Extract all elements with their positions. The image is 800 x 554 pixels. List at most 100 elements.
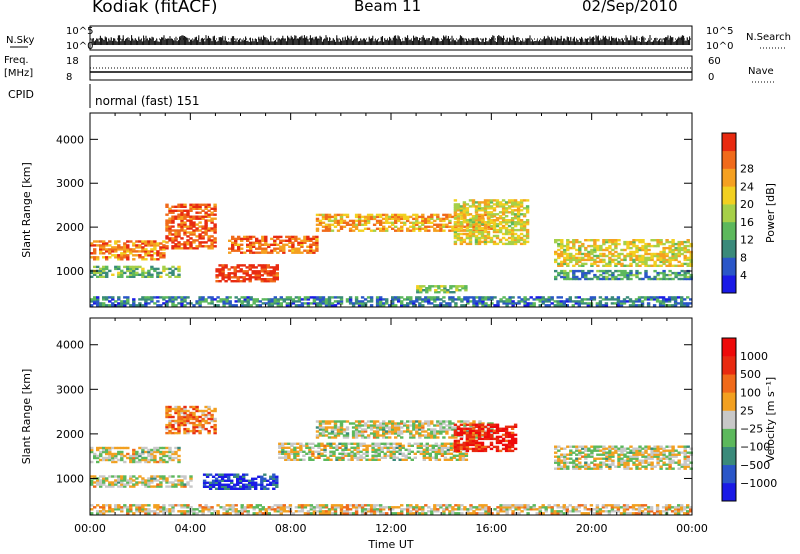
velocity-echo-cell	[412, 436, 416, 439]
velocity-echo-cell	[288, 504, 293, 507]
power-echo-cell	[492, 222, 497, 226]
velocity-echo-cell	[299, 444, 303, 447]
power-echo-cell	[640, 296, 645, 299]
power-echo-cell	[677, 250, 681, 254]
velocity-echo-cell	[335, 456, 339, 459]
power-echo-cell	[201, 215, 205, 218]
velocity-echo-cell	[230, 485, 234, 488]
velocity-echo-cell	[138, 458, 142, 462]
power-echo-cell	[312, 302, 317, 305]
velocity-echo-cell	[126, 456, 130, 460]
velocity-echo-cell	[416, 446, 420, 449]
power-echo-cell	[550, 298, 554, 301]
power-echo-cell	[465, 226, 470, 230]
power-echo-cell	[189, 241, 193, 244]
power-echo-cell	[306, 304, 311, 307]
power-echo-cell	[260, 280, 264, 283]
velocity-echo-cell	[99, 485, 103, 488]
velocity-echo-cell	[377, 458, 381, 461]
velocity-echo-cell	[174, 427, 178, 431]
velocity-echo-cell	[275, 481, 279, 484]
velocity-echo-cell	[359, 442, 363, 445]
velocity-echo-cell	[686, 465, 690, 468]
power-echo-cell	[249, 304, 253, 307]
velocity-echo-cell	[336, 432, 341, 435]
power-echo-cell	[453, 228, 458, 232]
power-echo-cell	[680, 262, 684, 266]
velocity-echo-cell	[353, 454, 357, 457]
power-echo-cell	[210, 229, 214, 232]
velocity-echo-cell	[327, 426, 332, 429]
velocity-echo-cell	[350, 442, 354, 445]
power-echo-cell	[596, 269, 600, 273]
velocity-echo-cell	[653, 453, 657, 456]
velocity-echo-cell	[445, 432, 449, 435]
power-echo-cell	[602, 242, 606, 246]
power-echo-cell	[231, 249, 235, 252]
velocity-echo-cell	[474, 431, 479, 435]
power-echo-cell	[126, 246, 130, 249]
power-echo-cell	[508, 298, 512, 301]
velocity-echo-cell	[165, 405, 169, 409]
power-echo-cell	[590, 277, 594, 281]
power-echo-cell	[186, 247, 190, 250]
power-echo-cell	[465, 242, 470, 246]
velocity-echo-cell	[287, 452, 291, 455]
velocity-echo-cell	[641, 447, 645, 450]
power-echo-cell	[505, 300, 509, 303]
velocity-echo-cell	[189, 429, 193, 433]
power-echo-cell	[218, 280, 222, 283]
velocity-echo-cell	[437, 452, 442, 455]
velocity-echo-cell	[484, 430, 488, 433]
velocity-echo-cell	[398, 458, 402, 461]
velocity-echo-cell	[105, 504, 109, 507]
power-echo-cell	[583, 298, 587, 301]
power-echo-cell	[653, 275, 657, 279]
velocity-echo-cell	[210, 413, 214, 417]
velocity-echo-cell	[153, 510, 157, 513]
velocity-echo-cell	[477, 423, 482, 426]
velocity-echo-cell	[463, 426, 467, 429]
velocity-echo-cell	[308, 450, 312, 453]
power-echo-cell	[90, 252, 94, 255]
power-echo-cell	[674, 275, 678, 279]
velocity-echo-cell	[281, 448, 285, 451]
power-echo-cell	[189, 221, 193, 224]
velocity-echo-cell	[626, 451, 630, 454]
power-echo-cell	[492, 226, 497, 230]
power-echo-cell	[111, 273, 115, 276]
velocity-echo-cell	[306, 510, 311, 513]
power-echo-cell	[315, 219, 320, 223]
velocity-echo-cell	[632, 453, 636, 456]
power-echo-cell	[237, 298, 241, 301]
power-echo-cell	[318, 300, 323, 303]
velocity-echo-cell	[324, 510, 329, 513]
velocity-echo-cell	[195, 415, 199, 419]
power-echo-cell	[454, 227, 458, 230]
velocity-echo-cell	[674, 455, 678, 458]
power-echo-cell	[590, 250, 594, 254]
velocity-echo-cell	[397, 428, 401, 431]
velocity-echo-cell	[189, 411, 193, 415]
power-echo-cell	[683, 258, 687, 262]
power-echo-cell	[315, 245, 319, 248]
power-echo-cell	[577, 304, 581, 307]
velocity-echo-cell	[668, 453, 672, 456]
power-echo-cell	[318, 296, 323, 299]
velocity-echo-cell	[294, 506, 299, 509]
power-echo-cell	[297, 243, 301, 246]
velocity-echo-cell	[282, 506, 286, 509]
power-echo-cell	[647, 244, 651, 248]
velocity-echo-cell	[632, 457, 636, 460]
power-echo-cell	[321, 225, 326, 228]
velocity-echo-cell	[171, 452, 175, 456]
power-echo-cell	[614, 254, 618, 258]
velocity-echo-cell	[153, 458, 157, 462]
velocity-echo-cell	[120, 508, 124, 511]
velocity-echo-cell	[279, 512, 283, 515]
velocity-echo-cell	[165, 454, 169, 458]
power-echo-cell	[327, 223, 332, 226]
power-echo-cell	[557, 262, 561, 266]
power-echo-cell	[510, 236, 515, 240]
velocity-echo-cell	[332, 452, 336, 455]
